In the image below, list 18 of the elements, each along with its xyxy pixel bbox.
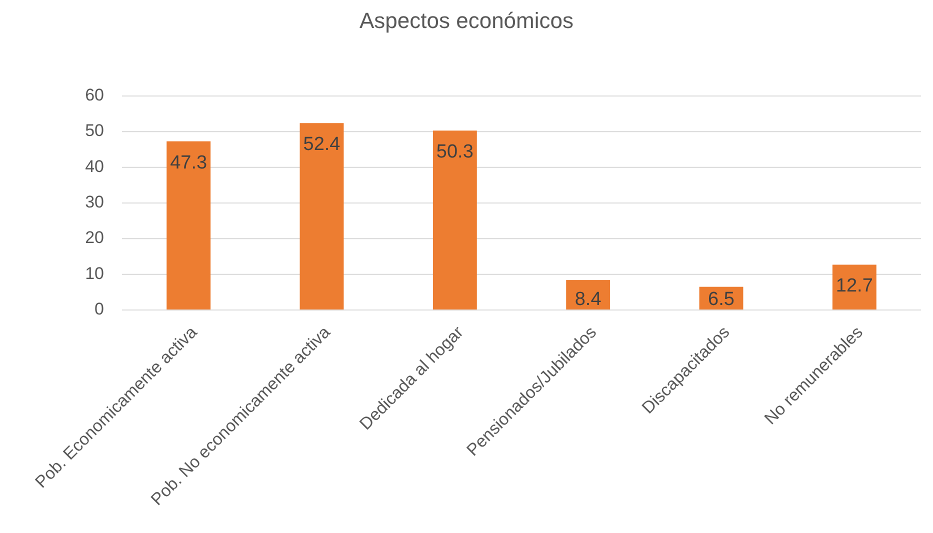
bar: [166, 141, 211, 310]
bar: [432, 130, 477, 310]
y-tick-label: 60: [85, 85, 104, 104]
bar: [300, 123, 344, 310]
data-label: 50.3: [436, 142, 474, 163]
y-tick-label: 20: [85, 228, 104, 248]
data-label: 47.3: [170, 152, 208, 174]
data-label: 52.4: [303, 134, 341, 156]
y-tick-label: 30: [85, 192, 104, 212]
data-label: 8.4: [574, 289, 602, 310]
y-tick-label: 10: [85, 264, 104, 283]
data-label: 6.5: [708, 289, 734, 310]
y-tick-label: 0: [94, 299, 104, 318]
data-label: 12.7: [836, 276, 873, 297]
y-tick-label: 40: [85, 156, 104, 176]
y-tick-label: 50: [85, 121, 104, 140]
chart-title: Aspectos económicos: [360, 8, 574, 33]
bar: [832, 264, 876, 310]
